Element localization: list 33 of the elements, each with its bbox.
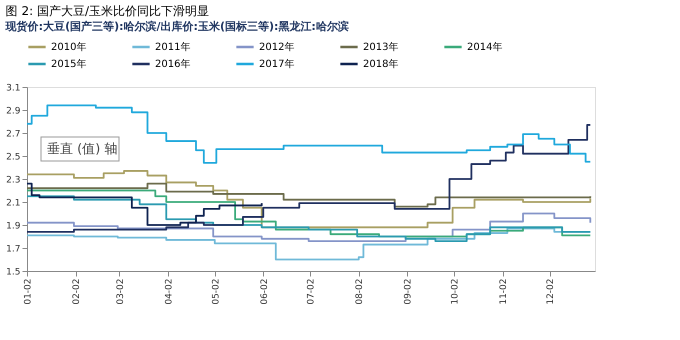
y-tick-label: 2.3 xyxy=(6,176,20,186)
x-tick-label: 09-02 xyxy=(404,278,414,305)
y-tick-label: 2.5 xyxy=(6,152,20,162)
y-tick-label: 1.5 xyxy=(6,268,20,278)
x-tick-label: 10-02 xyxy=(450,278,461,305)
y-tick-label: 3.1 xyxy=(6,84,20,94)
legend-label: 2011年 xyxy=(155,41,190,53)
x-tick-label: 02-02 xyxy=(72,278,82,305)
y-tick-label: 2.1 xyxy=(6,198,20,208)
legend-label: 2014年 xyxy=(467,41,502,53)
legend-label: 2017年 xyxy=(259,58,294,70)
y-tick-label: 2.9 xyxy=(6,106,21,116)
legend-label: 2013年 xyxy=(363,41,398,53)
x-tick-label: 01-02 xyxy=(24,278,34,305)
x-tick-label: 03-02 xyxy=(116,278,126,305)
y-tick-label: 1.9 xyxy=(6,222,21,232)
x-tick-label: 04-02 xyxy=(164,278,174,305)
x-tick-label: 07-02 xyxy=(306,278,317,305)
annotation: 垂直 (值) 轴 xyxy=(47,142,118,157)
legend-label: 2012年 xyxy=(259,41,294,53)
legend-label: 2016年 xyxy=(155,58,190,70)
x-tick-label: 11-02 xyxy=(499,278,510,305)
legend-label: 2010年 xyxy=(51,41,86,53)
x-tick-label: 05-02 xyxy=(211,278,222,305)
y-tick-label: 2.7 xyxy=(6,130,20,140)
chart-title: 图 2: 国产大豆/玉米比价同比下滑明显 xyxy=(6,4,210,18)
x-tick-label: 12-02 xyxy=(546,278,556,305)
chart-subtitle: 现货价:大豆(国产三等):哈尔滨/出库价:玉米(国标三等):黑龙江:哈尔滨 xyxy=(4,20,349,33)
legend-label: 2015年 xyxy=(51,58,86,70)
y-tick-label: 1.7 xyxy=(6,244,20,254)
x-tick-label: 06-02 xyxy=(260,278,270,305)
legend-label: 2018年 xyxy=(363,58,398,70)
x-tick-label: 08-02 xyxy=(355,278,366,305)
